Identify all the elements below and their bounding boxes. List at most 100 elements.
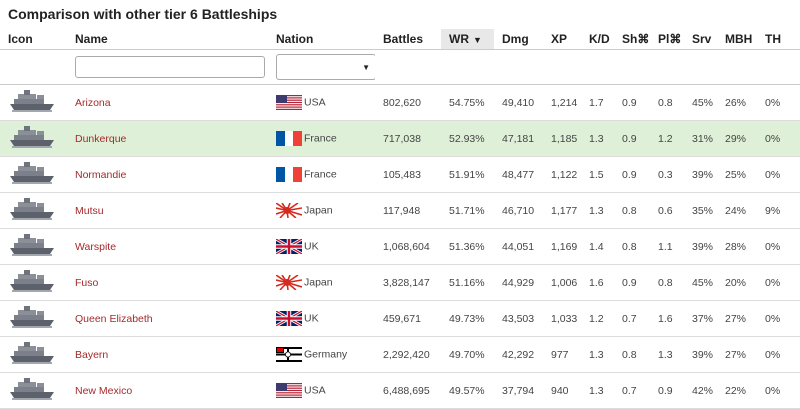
kd-cell: 1.7 [581, 84, 614, 121]
column-header-dmg[interactable]: Dmg [494, 29, 543, 50]
ship-icon-cell [0, 300, 67, 337]
mbh-cell: 27% [717, 336, 757, 373]
sh-cell: 0.9 [614, 264, 650, 301]
ship-name-link[interactable]: Fuso [75, 276, 99, 289]
ship-name-link[interactable]: Bayern [75, 348, 109, 361]
pl-cell: 0.3 [650, 156, 684, 193]
srv-cell: 45% [684, 264, 717, 301]
battles-cell: 105,483 [375, 156, 441, 193]
xp-cell: 1,214 [543, 84, 581, 121]
battles-cell: 117,948 [375, 192, 441, 229]
column-header-wr[interactable]: WR ▼ [441, 29, 494, 50]
battles-cell: 717,038 [375, 120, 441, 157]
sh-cell: 0.8 [614, 192, 650, 229]
ship-name-link[interactable]: Dunkerque [75, 132, 127, 145]
mbh-cell: 20% [717, 264, 757, 301]
nation-label: UK [304, 312, 319, 325]
th-cell: 0% [757, 156, 800, 193]
ship-icon-cell [0, 372, 67, 409]
dmg-cell: 42,292 [494, 336, 543, 373]
dmg-cell: 46,710 [494, 192, 543, 229]
battles-cell: 802,620 [375, 84, 441, 121]
srv-cell: 39% [684, 156, 717, 193]
th-cell: 0% [757, 84, 800, 121]
ship-name-link[interactable]: New Mexico [75, 384, 133, 397]
column-header-xp[interactable]: XP [543, 29, 581, 50]
column-header-srv[interactable]: Srv [684, 29, 717, 50]
filter-row: ▼ [0, 49, 800, 85]
ship-icon [10, 161, 54, 184]
column-header-name[interactable]: Name [67, 29, 268, 50]
th-cell: 9% [757, 192, 800, 229]
ship-name-link[interactable]: Normandie [75, 168, 127, 181]
battles-cell: 2,292,420 [375, 336, 441, 373]
ship-icon-cell [0, 264, 67, 301]
table-row: Dunkerque France 717,038 52.93% 47,181 1… [0, 120, 800, 157]
germany-flag-icon [276, 347, 302, 362]
th-cell: 0% [757, 336, 800, 373]
th-cell: 0% [757, 372, 800, 409]
column-header-kd[interactable]: K/D [581, 29, 614, 50]
sh-cell: 0.7 [614, 372, 650, 409]
srv-cell: 42% [684, 372, 717, 409]
ship-icon [10, 89, 54, 112]
ship-icon [10, 233, 54, 256]
kd-cell: 1.3 [581, 192, 614, 229]
srv-cell: 39% [684, 336, 717, 373]
column-header-mbh[interactable]: MBH [717, 29, 757, 50]
column-header-nation[interactable]: Nation [268, 29, 375, 50]
ship-icon [10, 341, 54, 364]
mbh-cell: 25% [717, 156, 757, 193]
pl-cell: 1.3 [650, 336, 684, 373]
dmg-cell: 47,181 [494, 120, 543, 157]
ship-name-link[interactable]: Mutsu [75, 204, 104, 217]
name-filter-input[interactable] [75, 56, 265, 78]
th-cell: 0% [757, 228, 800, 265]
ship-name-link[interactable]: Queen Elizabeth [75, 312, 153, 325]
xp-cell: 977 [543, 336, 581, 373]
wr-cell: 54.75% [441, 84, 494, 121]
ship-icon [10, 377, 54, 400]
nation-filter-select[interactable]: ▼ [276, 54, 375, 80]
nation-label: Germany [304, 348, 348, 361]
usa-flag-icon [276, 95, 302, 110]
ship-icon [10, 125, 54, 148]
xp-cell: 1,122 [543, 156, 581, 193]
column-header-pl[interactable]: Pl⌘ [650, 29, 684, 50]
ship-name-link[interactable]: Arizona [75, 96, 111, 109]
mbh-cell: 26% [717, 84, 757, 121]
sh-cell: 0.8 [614, 228, 650, 265]
nation-label: France [304, 168, 337, 181]
pl-cell: 1.1 [650, 228, 684, 265]
ship-icon-cell [0, 336, 67, 373]
nation-label: Japan [304, 276, 333, 289]
wr-cell: 49.70% [441, 336, 494, 373]
column-header-sh[interactable]: Sh⌘ [614, 29, 650, 50]
srv-cell: 45% [684, 84, 717, 121]
sh-cell: 0.9 [614, 120, 650, 157]
wr-cell: 49.73% [441, 300, 494, 337]
nation-label: USA [304, 96, 326, 109]
wr-cell: 51.36% [441, 228, 494, 265]
dmg-cell: 43,503 [494, 300, 543, 337]
column-header-battles[interactable]: Battles [375, 29, 441, 50]
column-header-th[interactable]: TH [757, 29, 800, 50]
sh-cell: 0.7 [614, 300, 650, 337]
wr-cell: 52.93% [441, 120, 494, 157]
pl-cell: 0.8 [650, 84, 684, 121]
column-header-wr-label: WR [449, 32, 469, 46]
kd-cell: 1.3 [581, 336, 614, 373]
dmg-cell: 44,051 [494, 228, 543, 265]
wr-cell: 49.57% [441, 372, 494, 409]
ship-name-link[interactable]: Warspite [75, 240, 117, 253]
table-row: Mutsu Japan 117,948 51.71% 46,710 1,177 … [0, 192, 800, 229]
sort-descending-icon: ▼ [473, 35, 482, 45]
battles-cell: 1,068,604 [375, 228, 441, 265]
kd-cell: 1.3 [581, 120, 614, 157]
dropdown-caret-icon: ▼ [362, 63, 370, 72]
japan-flag-icon [275, 274, 303, 291]
column-header-icon[interactable]: Icon [0, 29, 67, 50]
mbh-cell: 22% [717, 372, 757, 409]
pl-cell: 0.6 [650, 192, 684, 229]
table-row: Bayern Germany 2,292,420 49.70% 42,292 9… [0, 336, 800, 373]
